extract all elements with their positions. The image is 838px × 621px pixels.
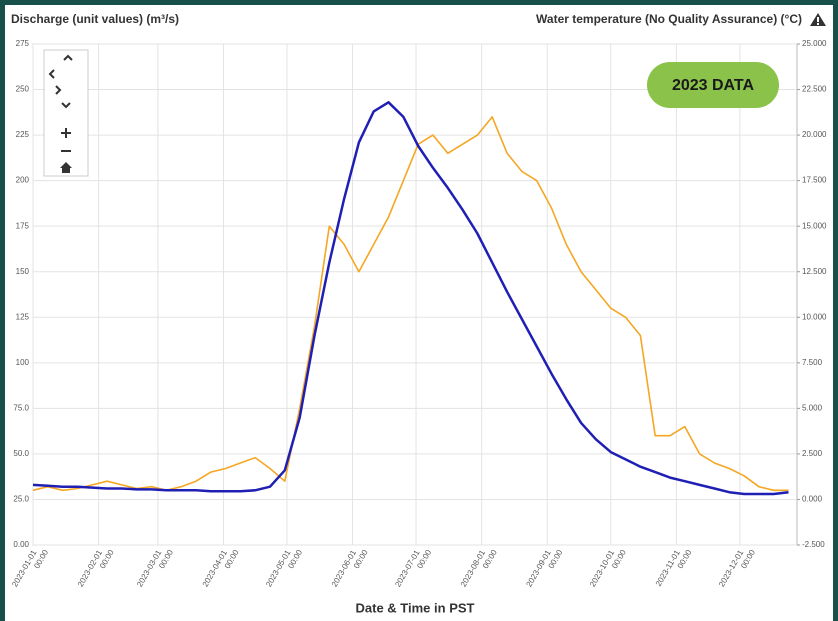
chart-title: 2023 DATA [672, 77, 755, 94]
y-tick-label: 0.00 [13, 540, 29, 549]
y-tick-label: 150 [16, 267, 30, 276]
plot-area [32, 43, 798, 546]
zoom-panel[interactable] [43, 49, 89, 177]
zoom-in[interactable] [61, 128, 71, 138]
pan-right[interactable] [55, 85, 62, 95]
y2-tick-label: 17.500 [802, 176, 827, 185]
reset-home[interactable] [60, 162, 72, 173]
y2-tick-label: 5.000 [802, 403, 823, 412]
y2-tick-label: 12.500 [802, 267, 827, 276]
y2-axis-title: Water temperature (No Quality Assurance)… [536, 12, 802, 26]
zoom-controls[interactable] [43, 49, 89, 177]
lines [32, 101, 789, 496]
y-tick-label: 75.0 [13, 403, 29, 412]
y2-tick-label: 0.000 [802, 495, 823, 504]
series-line [32, 101, 789, 496]
x-axis-title: Date & Time in PST [356, 600, 475, 615]
y-tick-label: 100 [16, 358, 30, 367]
y-tick-label: 50.0 [13, 449, 29, 458]
y-tick-label: 125 [16, 312, 30, 321]
y-tick-label: 25.0 [13, 495, 29, 504]
y-tick-label: 275 [16, 39, 30, 48]
y2-tick-label: -2.500 [802, 540, 825, 549]
y-tick-label: 225 [16, 130, 30, 139]
y2-tick-label: 2.500 [802, 449, 823, 458]
pan-up[interactable] [63, 54, 73, 61]
y2-tick-label: 25.000 [802, 39, 827, 48]
y-tick-label: 200 [16, 176, 30, 185]
title-badge: 2023 DATA [647, 62, 779, 108]
y2-tick-label: 20.000 [802, 130, 827, 139]
y2-tick-label: 10.000 [802, 312, 827, 321]
badge [647, 62, 779, 108]
y2-tick-label: 22.500 [802, 85, 827, 94]
warning-icon [810, 13, 826, 26]
y-tick-label: 175 [16, 221, 30, 230]
pan-down[interactable] [61, 102, 71, 109]
series-line [32, 116, 789, 492]
y2-tick-label: 15.000 [802, 221, 827, 230]
y2-tick-label: 7.500 [802, 358, 823, 367]
y-tick-label: 250 [16, 85, 30, 94]
y-axis-title: Discharge (unit values) (m³/s) [11, 12, 179, 26]
pan-left[interactable] [48, 69, 55, 79]
